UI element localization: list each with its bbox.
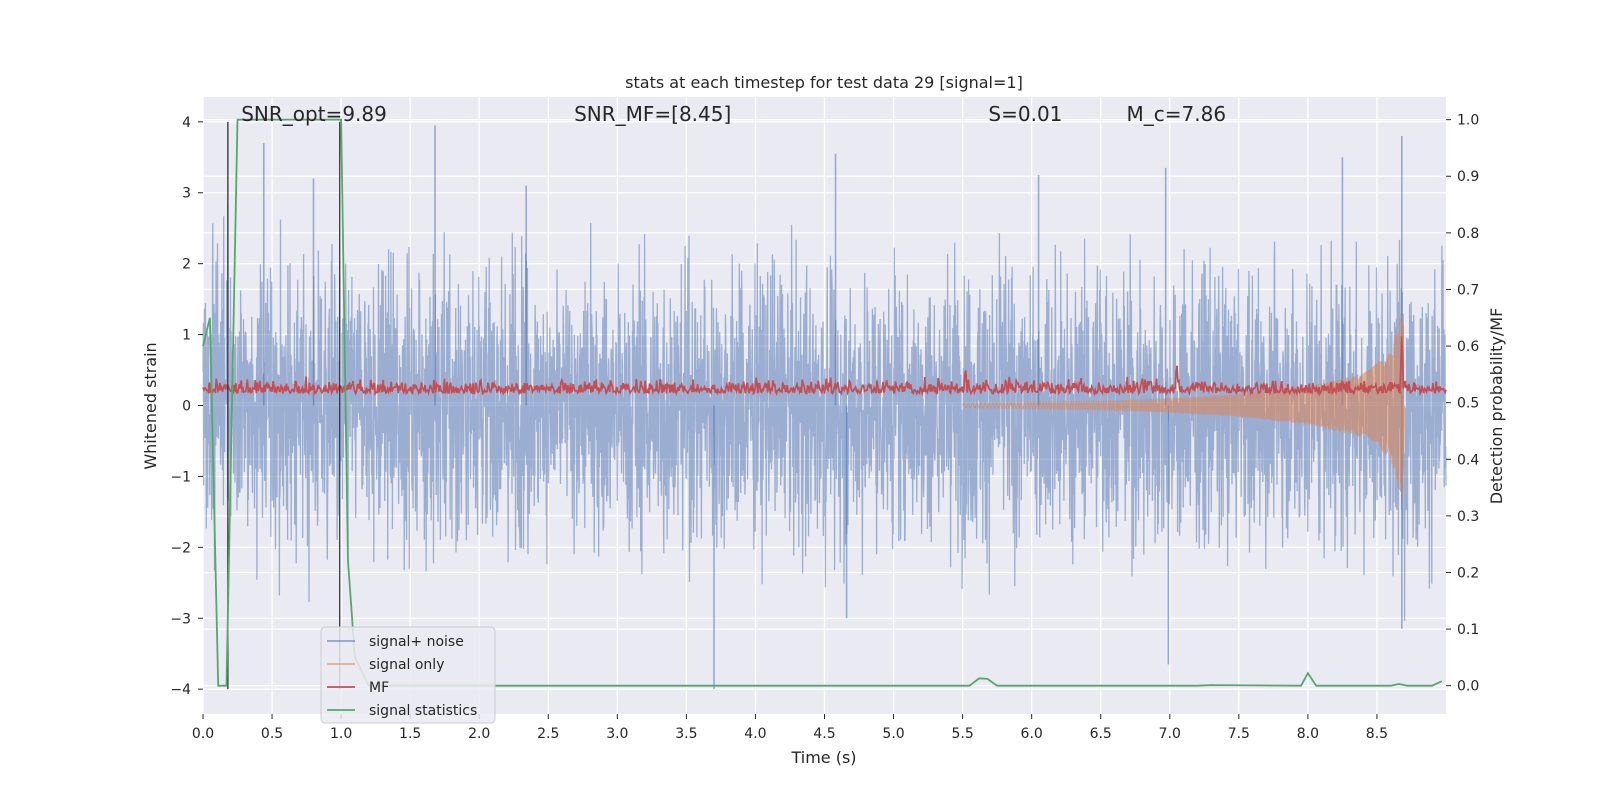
y-tick-label-left: 0 — [182, 399, 191, 415]
y-tick-label-right: 0.0 — [1457, 679, 1479, 695]
x-tick-label: 1.0 — [330, 726, 352, 742]
signal-only-line — [962, 313, 1406, 498]
y-tick-label-right: 0.9 — [1457, 169, 1479, 185]
x-tick-label: 0.0 — [192, 726, 214, 742]
legend-box — [320, 626, 496, 724]
x-tick-label: 7.0 — [1159, 726, 1181, 742]
y-tick-label-right: 0.7 — [1457, 282, 1479, 298]
y-tick-label-right: 0.5 — [1457, 396, 1479, 412]
x-tick-label: 6.0 — [1021, 726, 1043, 742]
y-tick-label-left: −3 — [170, 611, 191, 627]
y-tick-label-right: 0.3 — [1457, 509, 1479, 525]
y-tick-label-right: 0.4 — [1457, 452, 1479, 468]
x-tick-label: 4.5 — [813, 726, 835, 742]
x-tick-label: 5.5 — [951, 726, 973, 742]
x-tick-label: 3.0 — [606, 726, 628, 742]
y-tick-label-left: 2 — [182, 257, 191, 273]
y-tick-label-right: 0.2 — [1457, 565, 1479, 581]
legend-label: signal statistics — [369, 703, 477, 719]
chart-legend: signal+ noise signal only MF signal statist… — [320, 626, 496, 724]
y-tick-label-left: −1 — [170, 469, 191, 485]
x-tick-label: 4.0 — [744, 726, 766, 742]
x-tick-label: 8.0 — [1297, 726, 1319, 742]
x-tick-label: 1.5 — [399, 726, 421, 742]
y-tick-label-left: −4 — [170, 682, 191, 698]
y-axis-label-right: Detection probability/MF — [1487, 308, 1506, 505]
y-tick-label-left: 1 — [182, 328, 191, 344]
y-tick-label-right: 1.0 — [1457, 113, 1479, 129]
x-axis-label: Time (s) — [790, 748, 856, 767]
annotation-label: M_c=7.86 — [1127, 102, 1227, 126]
x-tick-label: 3.5 — [675, 726, 697, 742]
legend-label: signal only — [369, 657, 444, 673]
y-tick-label-left: 3 — [182, 186, 191, 202]
mf-line — [202, 336, 1447, 397]
legend-label: signal+ noise — [369, 634, 464, 650]
annotation-label: SNR_opt=9.89 — [241, 102, 387, 126]
x-tick-label: 6.5 — [1090, 726, 1112, 742]
x-tick-label: 8.5 — [1366, 726, 1388, 742]
chart-title: stats at each timestep for test data 29 … — [625, 73, 1023, 92]
legend-label: MF — [369, 680, 389, 696]
y-tick-label-right: 0.6 — [1457, 339, 1479, 355]
y-tick-label-right: 0.1 — [1457, 622, 1479, 638]
x-tick-label: 7.5 — [1228, 726, 1250, 742]
x-tick-label: 2.0 — [468, 726, 490, 742]
annotation-label: S=0.01 — [988, 102, 1062, 126]
y-axis-label-left: Whitened strain — [141, 342, 160, 469]
x-tick-label: 2.5 — [537, 726, 559, 742]
y-tick-label-left: 4 — [182, 115, 191, 131]
x-tick-label: 5.0 — [882, 726, 904, 742]
y-tick-label-right: 0.8 — [1457, 226, 1479, 242]
x-tick-label: 0.5 — [261, 726, 283, 742]
signal-statistics-line — [202, 118, 1443, 687]
annotation-label: SNR_MF=[8.45] — [574, 102, 731, 126]
y-tick-label-left: −2 — [170, 540, 191, 556]
